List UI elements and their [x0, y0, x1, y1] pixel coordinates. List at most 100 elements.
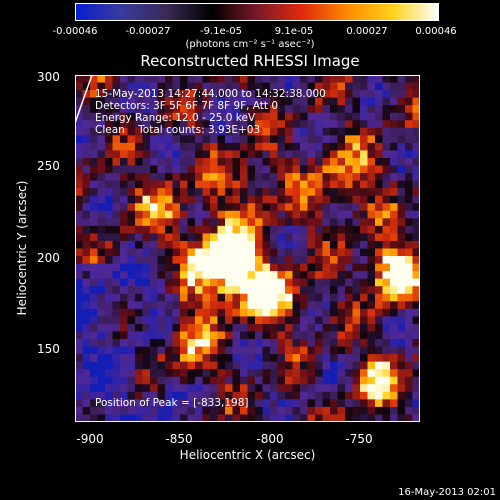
image-pixel [277, 112, 286, 121]
image-pixel [97, 127, 106, 136]
image-pixel [270, 391, 279, 400]
image-pixel [345, 165, 354, 174]
image-pixel [337, 323, 346, 333]
image-pixel [255, 354, 264, 363]
image-pixel [82, 82, 91, 91]
image-pixel [405, 308, 414, 317]
image-pixel [412, 210, 420, 219]
image-pixel [150, 165, 159, 174]
image-pixel [195, 157, 204, 167]
image-pixel [352, 263, 361, 272]
image-pixel [262, 180, 271, 189]
image-pixel [240, 188, 249, 197]
image-pixel [405, 301, 414, 310]
image-pixel [322, 240, 331, 250]
image-pixel [330, 339, 339, 348]
image-pixel [240, 173, 249, 182]
image-pixel [240, 316, 249, 325]
image-pixel [112, 157, 121, 167]
image-pixel [352, 346, 361, 355]
image-pixel [405, 97, 414, 106]
image-pixel [217, 97, 226, 106]
image-pixel [127, 293, 136, 302]
image-pixel [217, 82, 226, 91]
image-pixel [127, 127, 136, 136]
image-pixel [105, 286, 114, 295]
image-pixel [120, 90, 129, 99]
image-pixel [172, 376, 181, 385]
image-pixel [300, 308, 309, 317]
image-pixel [330, 346, 339, 355]
image-pixel [105, 203, 114, 212]
image-pixel [217, 75, 226, 84]
image-pixel [322, 354, 331, 363]
image-pixel [232, 308, 241, 317]
image-pixel [367, 240, 376, 250]
image-pixel [210, 354, 219, 363]
image-pixel [127, 316, 136, 325]
image-pixel [157, 97, 166, 106]
image-pixel [82, 127, 91, 136]
image-pixel [367, 180, 376, 189]
image-pixel [375, 399, 384, 408]
image-pixel [202, 120, 211, 129]
image-pixel [225, 195, 234, 204]
image-pixel [75, 323, 84, 333]
image-pixel [390, 286, 399, 295]
image-pixel [225, 331, 234, 340]
image-pixel [105, 90, 114, 99]
image-pixel [337, 384, 346, 393]
image-pixel [97, 361, 106, 370]
image-pixel [112, 240, 121, 250]
image-pixel [390, 323, 399, 333]
image-pixel [367, 195, 376, 204]
image-pixel [255, 271, 264, 280]
image-pixel [322, 346, 331, 355]
image-pixel [210, 135, 219, 144]
image-pixel [232, 82, 241, 91]
image-pixel [375, 105, 384, 114]
image-pixel [97, 210, 106, 219]
image-pixel [97, 354, 106, 363]
image-pixel [322, 97, 331, 106]
image-pixel [367, 210, 376, 219]
image-pixel [367, 90, 376, 99]
image-pixel [240, 82, 249, 91]
image-pixel [255, 286, 264, 295]
image-pixel [195, 225, 204, 235]
image-pixel [97, 240, 106, 250]
image-pixel [142, 188, 151, 197]
image-pixel [315, 301, 324, 310]
image-pixel [352, 233, 361, 242]
clean-counts-annotation: Clean Total counts: 3.93E+03 [95, 124, 261, 136]
image-pixel [195, 75, 204, 84]
image-pixel [285, 369, 294, 378]
image-pixel [112, 286, 121, 295]
image-pixel [390, 97, 399, 106]
image-pixel [337, 376, 346, 385]
image-pixel [82, 188, 91, 197]
image-pixel [360, 354, 369, 363]
image-pixel [285, 203, 294, 212]
image-pixel [352, 75, 361, 84]
image-pixel [187, 414, 196, 422]
image-pixel [277, 188, 286, 197]
image-pixel [195, 142, 204, 152]
image-pixel [270, 127, 279, 136]
image-pixel [315, 361, 324, 370]
image-pixel [307, 301, 316, 310]
image-pixel [270, 173, 279, 182]
image-pixel [142, 97, 151, 106]
image-pixel [195, 256, 204, 265]
image-pixel [187, 376, 196, 385]
image-pixel [330, 82, 339, 91]
image-pixel [127, 331, 136, 340]
image-pixel [345, 323, 354, 333]
image-pixel [412, 120, 420, 129]
image-pixel [277, 105, 286, 114]
image-pixel [210, 127, 219, 136]
image-pixel [367, 248, 376, 257]
image-pixel [247, 414, 256, 422]
image-pixel [367, 308, 376, 317]
image-pixel [240, 233, 249, 242]
